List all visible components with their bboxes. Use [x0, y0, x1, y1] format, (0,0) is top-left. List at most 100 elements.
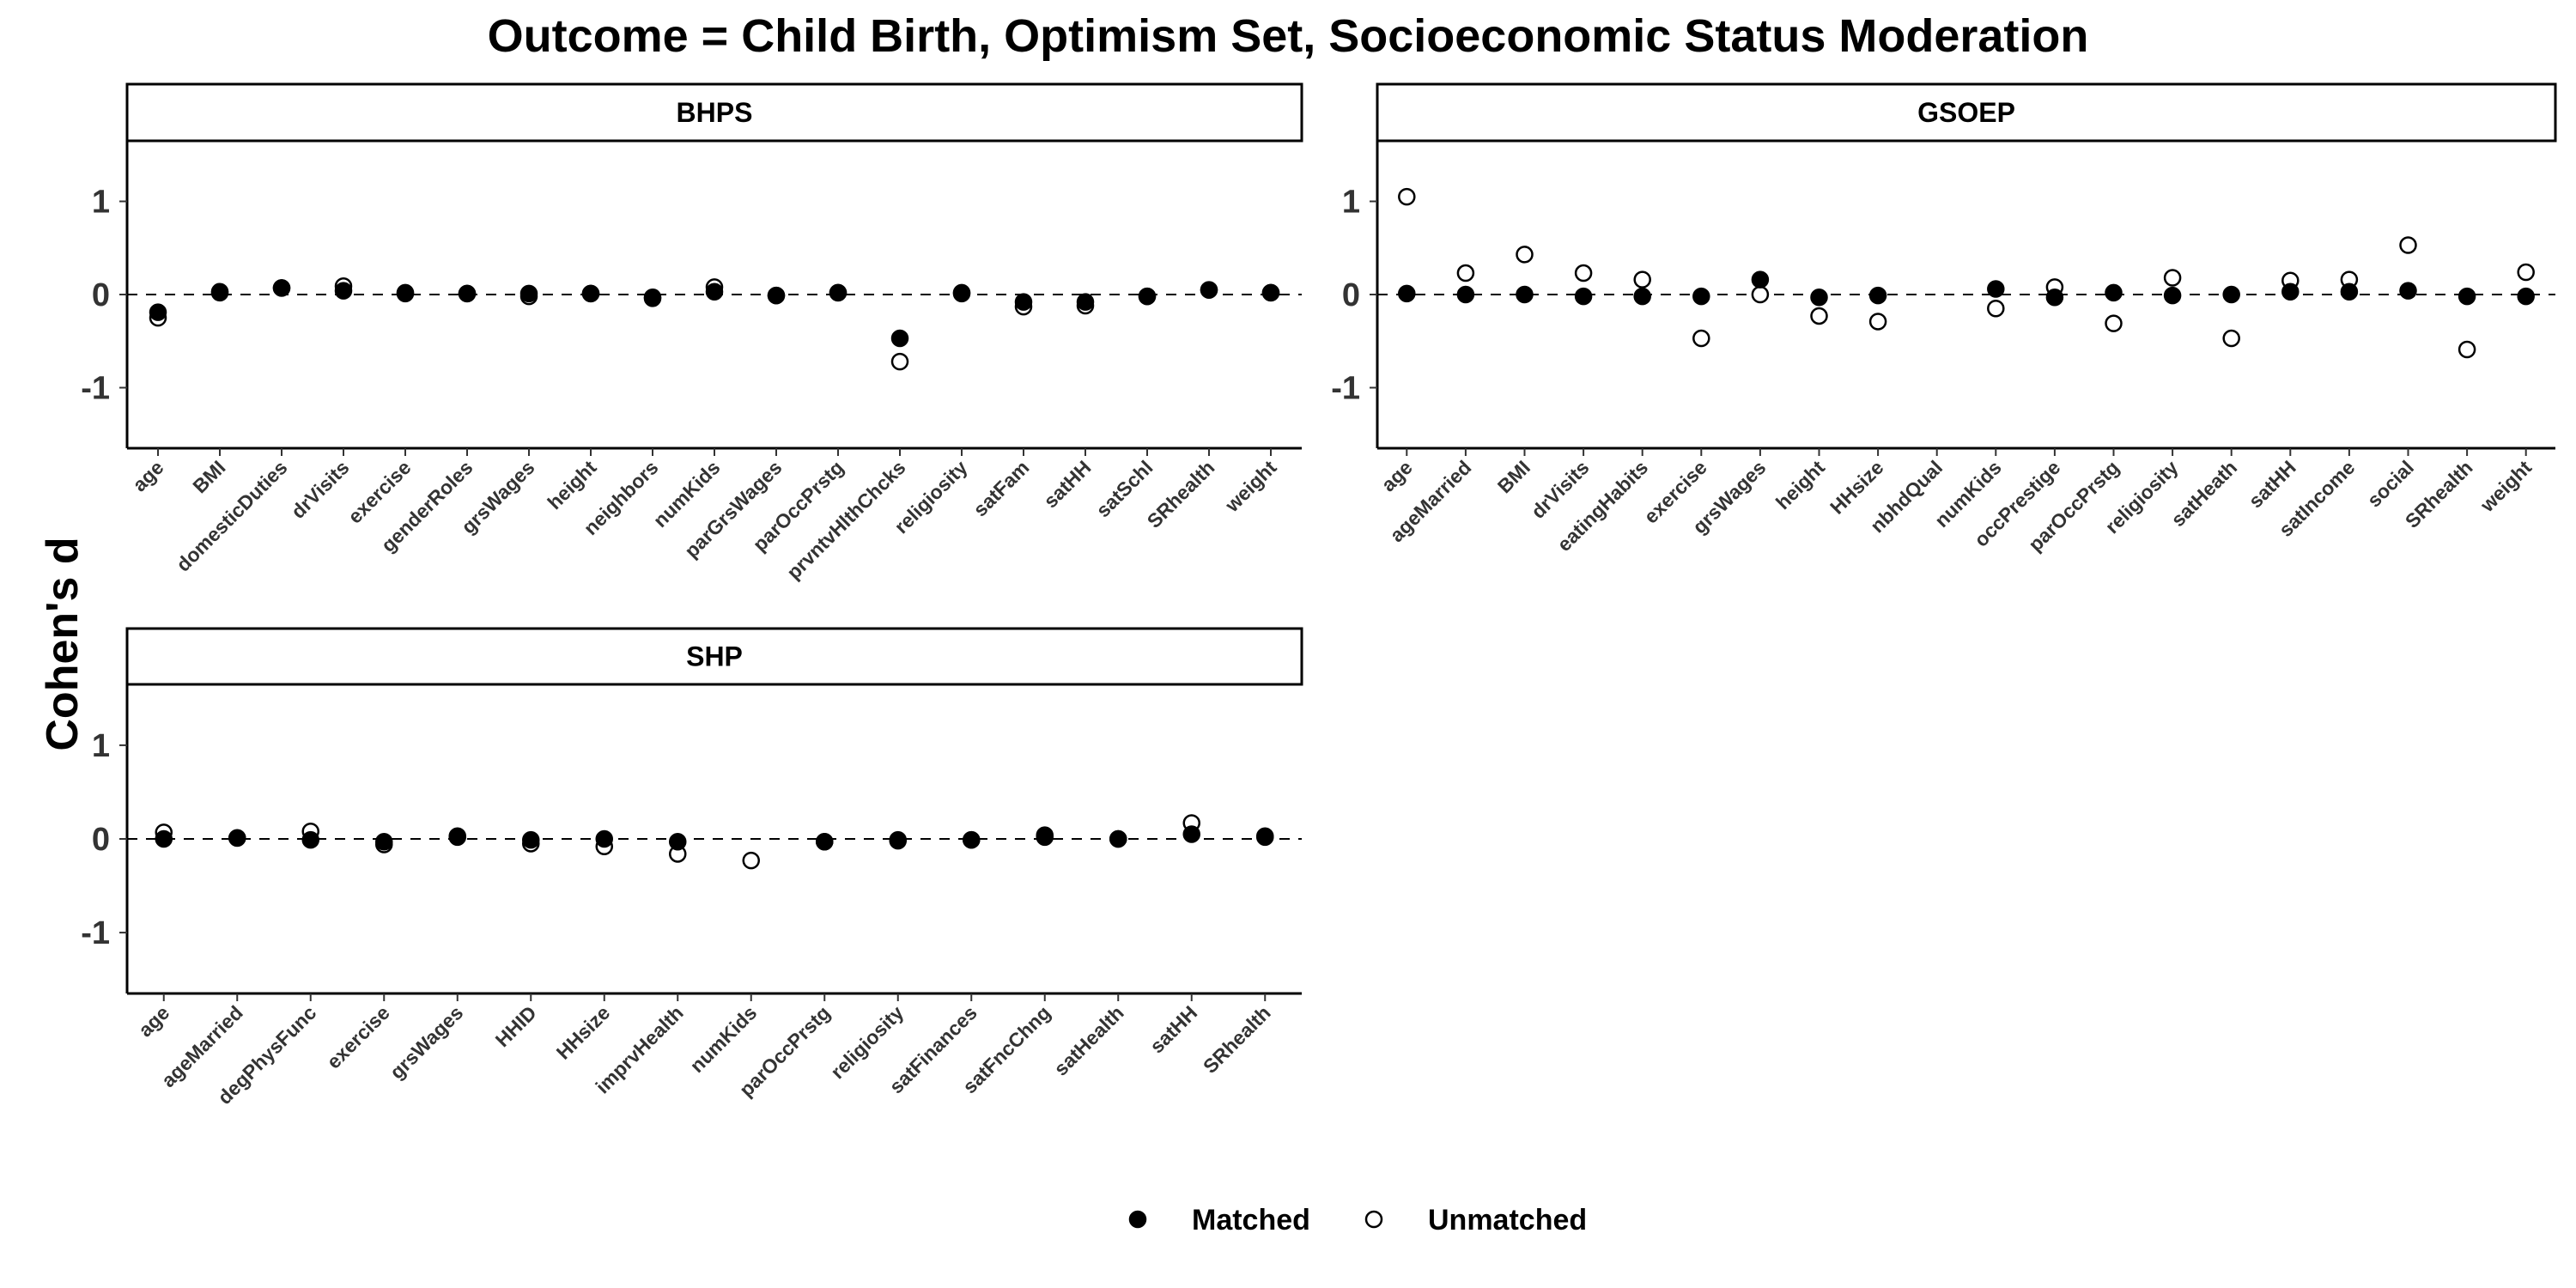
matched-point-numKids [1987, 280, 2005, 298]
matched-point-exercise [396, 283, 415, 302]
matched-point-occPrestige [2045, 289, 2064, 307]
y-tick-label: 0 [1342, 277, 1360, 313]
matched-point-age [155, 829, 173, 848]
panel-strip [125, 627, 1303, 686]
matched-point-religiosity [952, 283, 971, 302]
matched-point-eatingHabits [1633, 287, 1651, 306]
unmatched-point-HHsize [1868, 313, 1887, 331]
legend-key [1364, 1210, 1383, 1229]
matched-point-age [1398, 284, 1416, 303]
matched-point-exercise [1692, 287, 1710, 306]
unmatched-point-drVisits [1574, 264, 1593, 283]
unmatched-point-BMI [1516, 246, 1534, 264]
matched-point-drVisits [1574, 287, 1593, 306]
matched-point-height [581, 284, 600, 303]
matched-point-BMI [210, 283, 229, 301]
matched-point-age [149, 303, 167, 321]
unmatched-point-parOccPrstg [2105, 314, 2123, 332]
matched-point-prvntvHlthChcks [890, 329, 909, 348]
matched-point-satHH [1076, 293, 1095, 311]
panel-strip-label: SHP [686, 641, 743, 672]
x-tick-label: HHID [491, 1001, 541, 1051]
x-tick-label: age [1376, 456, 1416, 495]
x-tick-label: age [134, 1001, 173, 1041]
unmatched-point-age [1398, 187, 1416, 206]
unmatched-point-weight [2517, 263, 2535, 282]
legend-label: Unmatched [1428, 1204, 1587, 1236]
matched-point-HHID [522, 830, 540, 849]
unmatched-point-numKids [742, 851, 760, 870]
panel-strip [1376, 82, 2557, 143]
matched-point-religiosity [2163, 286, 2182, 305]
x-tick-label: SRhealth [1199, 1001, 1275, 1078]
legend-key [1128, 1210, 1147, 1229]
matched-point-numKids [705, 283, 724, 301]
y-tick-label: 0 [92, 277, 110, 313]
matched-point-grsWages [448, 828, 466, 847]
x-tick-label: exercise [322, 1001, 394, 1073]
matched-point-satHeath [2222, 285, 2240, 304]
matched-point-parOccPrstg [829, 283, 848, 302]
x-tick-label: height [1771, 456, 1829, 513]
matched-point-ageMarried [228, 829, 246, 848]
matched-point-satHH [2281, 283, 2300, 301]
matched-point-parOccPrstg [816, 833, 834, 851]
matched-point-social [2399, 282, 2417, 300]
legend-label: Matched [1192, 1204, 1310, 1236]
matched-point-satFncChng [1036, 828, 1054, 847]
matched-point-parGrsWages [767, 286, 786, 305]
unmatched-point-height [1810, 307, 1828, 325]
x-tick-label: height [543, 456, 600, 513]
matched-point-degPhysFunc [301, 830, 319, 849]
chart-title: Outcome = Child Birth, Optimism Set, Soc… [488, 10, 2089, 62]
panel-strip-label: BHPS [677, 97, 753, 128]
y-tick-label: 1 [1342, 185, 1360, 221]
matched-point-satHealth [1109, 829, 1127, 848]
x-tick-label: satFam [969, 456, 1033, 520]
matched-point-parOccPrstg [2105, 283, 2123, 302]
y-tick-label: -1 [1331, 370, 1360, 406]
matched-point-weight [2517, 287, 2535, 306]
x-tick-label: prvntvHlthChcks [782, 456, 910, 584]
unmatched-point-numKids [1987, 300, 2005, 318]
unmatched-point-satHeath [2222, 329, 2240, 348]
x-tick-label: SRhealth [1143, 456, 1219, 532]
y-tick-label: 1 [92, 728, 110, 764]
x-tick-label: satHH [1145, 1001, 1201, 1057]
legend-entry-matched: Matched [1128, 1204, 1310, 1236]
y-tick-label: 1 [92, 185, 110, 221]
matched-point-HHsize [595, 829, 613, 848]
matched-point-drVisits [334, 282, 353, 300]
matched-point-HHsize [1868, 286, 1887, 305]
matched-point-BMI [1516, 285, 1534, 304]
unmatched-point-grsWages [1751, 285, 1770, 304]
x-tick-label: BMI [1493, 456, 1534, 497]
panel-strip-label: GSOEP [1917, 97, 2015, 128]
matched-point-satFam [1014, 293, 1033, 311]
y-axis-label: Cohen's d [38, 537, 88, 750]
x-tick-label: satHH [2244, 456, 2300, 512]
x-tick-label: social [2363, 456, 2419, 512]
x-tick-label: weight [2476, 456, 2537, 517]
panel-strip [125, 82, 1303, 143]
matched-point-SRhealth [1256, 828, 1274, 847]
unmatched-point-ageMarried [1456, 264, 1475, 283]
matched-point-religiosity [889, 830, 907, 849]
unmatched-point-social [2399, 236, 2417, 254]
x-tick-label: satHealth [1049, 1001, 1128, 1080]
matched-point-satHH [1182, 825, 1200, 843]
y-tick-label: -1 [81, 370, 110, 406]
matched-point-grsWages [519, 284, 538, 303]
matched-point-imprvHealth [669, 833, 687, 851]
matched-point-weight [1261, 283, 1280, 302]
matched-point-ageMarried [1456, 285, 1475, 304]
x-tick-label: age [128, 456, 167, 495]
x-tick-label: HHsize [552, 1001, 615, 1064]
matched-point-SRhealth [1200, 281, 1218, 299]
x-tick-label: BMI [188, 456, 229, 497]
